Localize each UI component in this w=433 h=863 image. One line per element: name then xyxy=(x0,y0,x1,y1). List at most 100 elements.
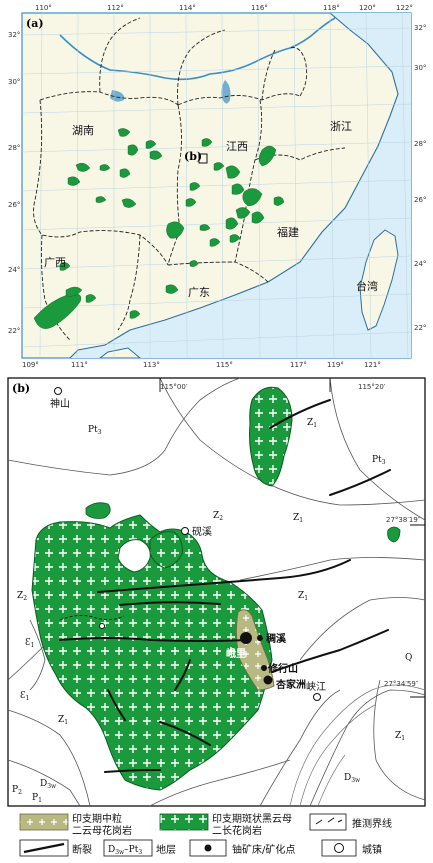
strata-p1-label: P1 xyxy=(32,793,42,804)
town-jianxi-label: 砚溪 xyxy=(192,526,212,538)
lon-label: 110° xyxy=(35,4,52,12)
deposit-emei-label: 峨里 xyxy=(226,647,246,660)
legend-town-circle xyxy=(334,843,344,853)
legend-swatch-strata xyxy=(103,839,153,857)
granite-west xyxy=(85,502,111,519)
strata-q-label: Q xyxy=(405,653,412,663)
lon-label: 117° xyxy=(290,361,307,369)
map-b-lon-1: 115°00′ xyxy=(160,383,188,391)
strata-subscript: 1 xyxy=(304,595,308,602)
lat-label: 26° xyxy=(8,201,20,209)
lat-ticks xyxy=(410,524,425,698)
poyang-lake xyxy=(221,80,231,104)
deposit-chouxi-label: 稠溪 xyxy=(265,632,287,645)
river-lines xyxy=(289,684,426,807)
strata-symbol: Ɛ xyxy=(25,638,31,648)
strata-d3w-label: D3w xyxy=(40,779,57,790)
town-shenshan-marker xyxy=(54,387,62,395)
legend-strata-symbol: D3w–Pt3 xyxy=(108,845,142,856)
inferred-boundary xyxy=(59,615,125,621)
strata-d3w-label: D3w xyxy=(344,773,361,784)
lat-label: 32° xyxy=(414,24,426,32)
lon-label: 116° xyxy=(251,4,268,12)
deposit-xiuxingshan-label: 修行山 xyxy=(267,662,298,675)
lat-label: 28° xyxy=(8,144,20,152)
lon-label: 114° xyxy=(179,4,196,12)
granite-east xyxy=(387,526,401,543)
legend-strata-part: Pt xyxy=(129,845,139,855)
legend-strata-part: – xyxy=(124,845,129,855)
bottom-longitude-labels: 109° 111° 113° 115° 117° 119° 121° xyxy=(22,361,381,369)
legend-swatch-green xyxy=(159,813,209,831)
map-b-lon-2: 115°20′ xyxy=(358,383,386,391)
map-b-panel-label: (b) xyxy=(12,382,30,395)
strata-subscript: 2 xyxy=(219,515,223,522)
lat-label: 22° xyxy=(8,327,20,335)
town-jianxi-marker xyxy=(181,527,189,535)
lat-label: 24° xyxy=(414,260,426,268)
deposit-point xyxy=(263,675,273,685)
lat-label: 22° xyxy=(414,324,426,332)
strata-pt3-label: Pt3 xyxy=(88,425,102,436)
province-guangxi: 广西 xyxy=(44,256,66,269)
strata-subscript: 2 xyxy=(18,789,22,796)
strata-symbol: Z xyxy=(58,715,64,725)
strata-subscript: 1 xyxy=(299,517,303,524)
lon-label: 121° xyxy=(364,361,381,369)
legend-inferred-dash xyxy=(315,817,343,825)
strata-subscript: 1 xyxy=(38,797,42,804)
coastline xyxy=(69,13,399,358)
strata-subscript: 1 xyxy=(31,642,35,649)
legend-strata-part: 3 xyxy=(138,849,142,856)
legend-item1-line2: 二云母花岗岩 xyxy=(72,824,132,837)
small-town-marker xyxy=(99,623,105,629)
top-longitude-labels: 110° 112° 114° 116° 118° 120° 122° xyxy=(35,4,413,12)
strata-e1-label: Ɛ1 xyxy=(25,638,34,649)
legend-strata-part: 3w xyxy=(115,849,125,856)
hainan-island xyxy=(99,347,141,358)
strata-symbol: Ɛ xyxy=(20,691,26,701)
lon-label: 109° xyxy=(22,361,39,369)
lat-label: 30° xyxy=(414,64,426,72)
strata-symbol: Z xyxy=(213,511,219,521)
yangtze-river xyxy=(59,17,336,81)
legend-item2-line1: 印支期斑状黑云母 xyxy=(212,812,292,825)
strata-subscript: 3 xyxy=(98,429,102,436)
lat-label: 30° xyxy=(8,78,20,86)
lon-label: 120° xyxy=(359,4,376,12)
strata-z1-label: Z1 xyxy=(395,731,405,742)
strata-subscript: 3w xyxy=(47,783,57,790)
deposit-point xyxy=(240,632,252,644)
legend-item7-label: 城镇 xyxy=(362,843,382,856)
deposit-xingjiazhou-label: 杏家洲 xyxy=(275,678,306,691)
province-fujian: 福建 xyxy=(277,225,299,239)
lat-label: 26° xyxy=(414,196,426,204)
strata-p2-label: P2 xyxy=(12,785,22,796)
legend: 印支期中粒 二云母花岗岩 印支期斑状黑云母 二长花岗岩 推测界线 断裂 D3w–… xyxy=(19,812,392,857)
legend-deposit-dot xyxy=(204,844,212,852)
lat-label: 24° xyxy=(8,266,20,274)
strata-symbol: Z xyxy=(293,513,299,523)
lon-label: 122° xyxy=(396,4,413,12)
map-b-lat-2: 27°34′59″ xyxy=(384,680,419,688)
strata-symbol: P xyxy=(12,785,18,795)
strata-z1-label: Z1 xyxy=(58,715,68,726)
legend-item6-label: 铀矿床/矿化点 xyxy=(232,843,295,856)
province-boundaries xyxy=(33,17,346,341)
province-jiangxi: 江西 xyxy=(226,140,248,153)
strata-subscript: 1 xyxy=(401,735,405,742)
towns xyxy=(54,387,321,701)
legend-item4-label: 断裂 xyxy=(72,843,92,856)
lat-label: 32° xyxy=(8,31,20,39)
town-xiajiang-marker xyxy=(313,693,321,701)
strata-z2-label: Z2 xyxy=(17,591,27,602)
strata-subscript: 1 xyxy=(313,422,317,429)
strata-z2-label: Z2 xyxy=(213,511,223,522)
strata-z1-label: Z1 xyxy=(307,418,317,429)
map-a-inset-label: (b) xyxy=(184,150,202,163)
strata-z1-label: Z1 xyxy=(298,591,308,602)
strata-symbol: Z xyxy=(307,418,313,428)
map-a-panel-label: (a) xyxy=(26,17,44,30)
lon-label: 119° xyxy=(327,361,344,369)
lon-label: 118° xyxy=(323,4,340,12)
